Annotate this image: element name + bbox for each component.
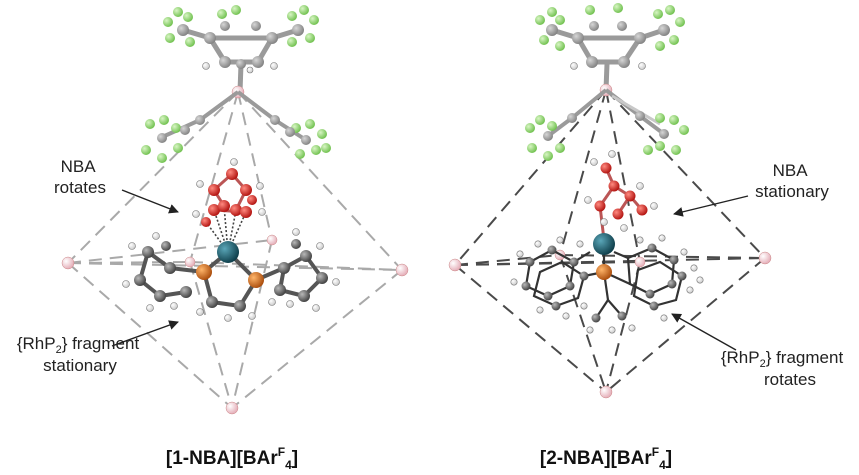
left-side-aryls — [141, 90, 331, 163]
left-nba-ligand — [192, 158, 266, 253]
right-rhodium-atom — [593, 233, 615, 255]
right-top-aryl — [535, 3, 685, 91]
right-upper-arrow — [673, 195, 749, 217]
left-upper-label: NBA rotates — [54, 157, 106, 197]
right-side-aryls — [525, 88, 689, 161]
left-polyhedron-edges — [67, 91, 403, 409]
right-caption: [2-NBA][BArF4] — [540, 445, 672, 472]
left-labels: NBA rotates {RhP2} fragment stationary — [17, 157, 179, 375]
right-panel: NBA stationary {RhP2} fragment rotates [… — [448, 3, 844, 472]
right-lower-arrow — [671, 313, 737, 351]
right-polyhedron-edges — [454, 89, 766, 393]
right-rhp2-fragment — [510, 233, 704, 334]
left-lower-label-line2: stationary — [43, 356, 117, 375]
left-rhodium-atom — [217, 241, 239, 263]
left-caption: [1-NBA][BArF4] — [166, 445, 298, 472]
left-lower-arrow — [111, 320, 179, 347]
left-lower-label: {RhP2} fragment — [17, 334, 140, 356]
left-panel: NBA rotates {RhP2} fragment stationary [… — [17, 5, 409, 472]
right-lower-label: {RhP2} fragment — [721, 348, 844, 370]
left-upper-arrow — [121, 189, 179, 214]
right-upper-label: NBA stationary — [755, 161, 829, 201]
right-nba-ligand — [584, 150, 658, 241]
left-rhp2-fragment — [122, 228, 340, 322]
left-top-aryl — [163, 5, 319, 93]
right-lower-label-line2: rotates — [764, 370, 816, 389]
right-labels: NBA stationary {RhP2} fragment rotates — [671, 161, 844, 389]
